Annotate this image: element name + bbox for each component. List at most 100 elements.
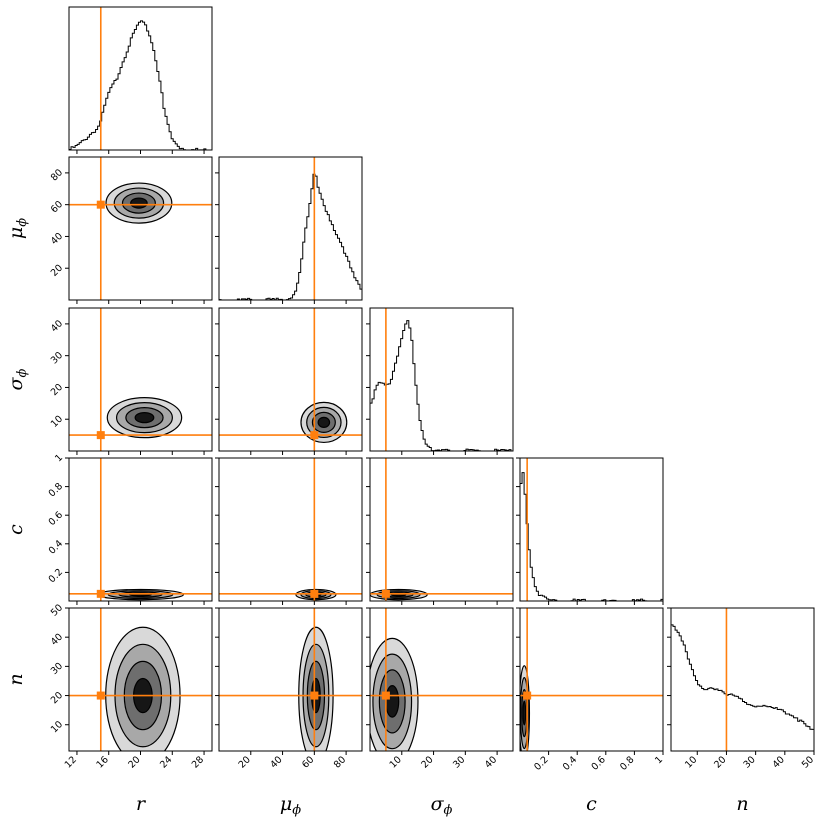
y-tick-label: 20	[49, 690, 65, 706]
x-tick-label: 0.2	[532, 754, 550, 772]
panel-frame	[369, 607, 514, 752]
y-tick-label: 20	[49, 382, 65, 398]
panel-sigma_phi-n: 10 20 30 40	[366, 607, 514, 771]
panel-content	[69, 157, 212, 300]
panel-content	[520, 608, 663, 751]
panel-sigma_phi-c	[366, 457, 514, 605]
truth-marker	[523, 691, 532, 700]
histogram-sigma_phi	[370, 320, 513, 451]
y-tick-label: 60	[49, 199, 65, 215]
truth-marker	[381, 589, 390, 598]
panel-frame	[68, 6, 213, 151]
panel-content	[69, 7, 212, 150]
histogram-n	[671, 624, 814, 730]
y-tick-label: 0.4	[47, 538, 65, 556]
x-tick-label: 24	[158, 754, 174, 770]
panel-content	[219, 157, 362, 300]
y-axis-label-c: c	[5, 524, 27, 535]
x-tick-label: 20	[419, 754, 435, 770]
x-tick-label: 12	[63, 754, 79, 770]
x-axis-label-sigma_phi: σϕ	[431, 793, 453, 818]
panel-c-c	[516, 457, 664, 605]
y-tick-label: 20	[49, 263, 65, 279]
x-tick-label: 28	[190, 754, 206, 770]
truth-marker	[96, 200, 105, 209]
y-axis-label-sigma_phi: σϕ	[5, 368, 30, 390]
truth-marker	[310, 691, 319, 700]
panel-frame	[68, 457, 213, 602]
panel-content	[219, 458, 362, 601]
x-tick-label: 50	[800, 754, 816, 770]
x-tick-label: 1	[653, 754, 665, 766]
x-tick-label: 30	[741, 754, 757, 770]
panel-frame	[218, 457, 363, 602]
panel-sigma_phi-sigma_phi	[366, 307, 514, 455]
panel-frame	[519, 457, 664, 602]
x-tick-label: 20	[237, 754, 253, 770]
panel-content	[370, 308, 513, 451]
panel-frame	[369, 307, 514, 452]
y-tick-label: 1	[53, 452, 65, 464]
panel-content	[69, 308, 212, 451]
y-tick-label: 0.2	[47, 567, 65, 585]
y-tick-label: 40	[49, 231, 65, 247]
panel-r-sigma_phi: 10 20 30 40	[49, 307, 213, 455]
panel-frame	[218, 607, 363, 752]
x-axis-label-mu_phi: μϕ	[280, 793, 301, 818]
y-tick-label: 30	[49, 350, 65, 366]
panel-frame	[369, 457, 514, 602]
contour-level-4	[317, 416, 331, 429]
panel-content	[671, 608, 814, 751]
x-tick-label: 0.4	[561, 754, 579, 772]
y-tick-label: 0.6	[47, 510, 65, 528]
y-tick-label: 40	[49, 632, 65, 648]
y-tick-label: 80	[49, 167, 65, 183]
y-axis-label-mu_phi: μϕ	[5, 218, 30, 239]
truth-marker	[310, 431, 319, 440]
contour-level-4	[385, 685, 400, 718]
truth-marker	[381, 691, 390, 700]
x-axis-label-n: n	[736, 793, 748, 815]
x-tick-label: 80	[332, 754, 348, 770]
y-tick-label: 30	[49, 661, 65, 677]
truth-marker	[310, 589, 319, 598]
x-tick-label: 10	[388, 754, 404, 770]
x-tick-label: 40	[771, 754, 787, 770]
panel-content	[219, 608, 362, 751]
panel-content	[219, 308, 362, 451]
panel-frame	[519, 607, 664, 752]
x-tick-label: 0.6	[589, 754, 607, 772]
y-tick-label: 50	[49, 602, 65, 618]
panel-n-n: 10 20 30 40 50	[667, 607, 816, 771]
contour-level-4	[134, 412, 155, 424]
panel-frame	[218, 156, 363, 301]
panel-mu_phi-c	[215, 457, 363, 605]
panel-frame	[68, 156, 213, 301]
panel-c-n: 0.2 0.4 0.6 0.8 1	[516, 607, 665, 773]
panel-content	[69, 458, 212, 601]
x-axis-label-c: c	[586, 793, 597, 815]
panel-content	[370, 458, 513, 601]
x-tick-label: 30	[451, 754, 467, 770]
y-tick-label: 10	[49, 414, 65, 430]
x-tick-label: 20	[712, 754, 728, 770]
panel-mu_phi-mu_phi	[215, 156, 363, 304]
panel-r-r	[68, 6, 213, 154]
panel-frame	[218, 307, 363, 452]
panel-r-n: 12 16 20 24 28 10 20 30 40 50	[49, 602, 213, 771]
x-tick-label: 20	[126, 754, 142, 770]
y-axis-label-n: n	[5, 673, 27, 685]
panel-mu_phi-sigma_phi	[215, 307, 363, 455]
x-tick-label: 0.8	[618, 754, 636, 772]
x-tick-label: 60	[300, 754, 316, 770]
panel-r-c: 0.2 0.4 0.6 0.8 1	[47, 452, 213, 605]
y-tick-label: 0.8	[47, 481, 65, 499]
panel-content	[520, 458, 663, 601]
contour-level-4	[522, 700, 527, 726]
truth-marker	[96, 431, 105, 440]
x-tick-label: 10	[683, 754, 699, 770]
histogram-r	[69, 20, 212, 150]
x-tick-label: 40	[268, 754, 284, 770]
truth-marker	[96, 589, 105, 598]
